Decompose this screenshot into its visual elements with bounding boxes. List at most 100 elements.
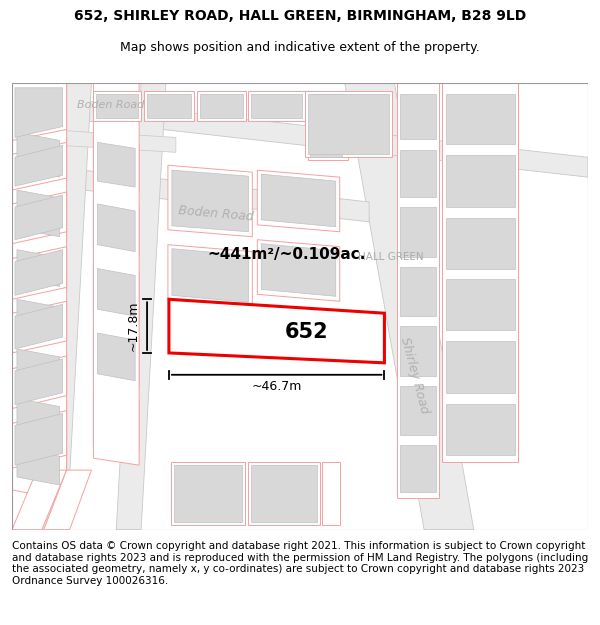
Polygon shape bbox=[400, 151, 436, 197]
Polygon shape bbox=[94, 138, 139, 192]
Polygon shape bbox=[446, 404, 515, 455]
Polygon shape bbox=[305, 91, 392, 158]
Polygon shape bbox=[12, 82, 67, 141]
Polygon shape bbox=[147, 94, 191, 118]
Polygon shape bbox=[97, 142, 135, 187]
Polygon shape bbox=[442, 91, 518, 148]
Polygon shape bbox=[12, 127, 176, 152]
Polygon shape bbox=[174, 465, 242, 522]
Polygon shape bbox=[397, 323, 439, 379]
Polygon shape bbox=[400, 266, 436, 316]
Polygon shape bbox=[442, 338, 518, 396]
Text: ~17.8m: ~17.8m bbox=[127, 301, 140, 351]
Polygon shape bbox=[97, 204, 135, 252]
Polygon shape bbox=[15, 195, 62, 240]
Polygon shape bbox=[197, 91, 247, 121]
Polygon shape bbox=[17, 132, 59, 177]
Polygon shape bbox=[344, 82, 474, 530]
Polygon shape bbox=[168, 244, 253, 306]
Polygon shape bbox=[400, 445, 436, 492]
Polygon shape bbox=[446, 94, 515, 144]
Polygon shape bbox=[397, 442, 439, 495]
Polygon shape bbox=[397, 264, 439, 319]
Polygon shape bbox=[446, 218, 515, 269]
Polygon shape bbox=[15, 88, 62, 138]
Polygon shape bbox=[442, 152, 518, 210]
Polygon shape bbox=[171, 462, 245, 525]
Polygon shape bbox=[97, 269, 135, 316]
Polygon shape bbox=[17, 349, 59, 386]
Polygon shape bbox=[94, 329, 139, 386]
Polygon shape bbox=[12, 192, 67, 244]
Text: ~441m²/~0.109ac.: ~441m²/~0.109ac. bbox=[208, 247, 366, 262]
Polygon shape bbox=[310, 94, 342, 158]
Polygon shape bbox=[17, 249, 59, 286]
Polygon shape bbox=[397, 382, 439, 438]
Polygon shape bbox=[308, 91, 347, 160]
Polygon shape bbox=[12, 82, 67, 500]
Polygon shape bbox=[200, 94, 244, 118]
Polygon shape bbox=[12, 142, 67, 190]
Polygon shape bbox=[172, 249, 248, 302]
Polygon shape bbox=[442, 276, 518, 333]
Polygon shape bbox=[15, 414, 62, 465]
Polygon shape bbox=[97, 94, 138, 118]
Polygon shape bbox=[442, 401, 518, 458]
Polygon shape bbox=[442, 215, 518, 271]
Polygon shape bbox=[144, 91, 194, 121]
Polygon shape bbox=[15, 304, 62, 349]
Polygon shape bbox=[261, 174, 336, 227]
Polygon shape bbox=[12, 247, 67, 299]
Polygon shape bbox=[17, 299, 59, 336]
Polygon shape bbox=[17, 190, 59, 237]
Polygon shape bbox=[15, 146, 62, 186]
Polygon shape bbox=[400, 94, 436, 139]
Polygon shape bbox=[400, 326, 436, 376]
Text: Boden Road: Boden Road bbox=[178, 204, 254, 224]
Polygon shape bbox=[15, 359, 62, 404]
Polygon shape bbox=[446, 341, 515, 392]
Polygon shape bbox=[251, 94, 302, 118]
Polygon shape bbox=[97, 333, 135, 381]
Polygon shape bbox=[12, 441, 67, 490]
Polygon shape bbox=[17, 399, 59, 436]
Polygon shape bbox=[12, 411, 67, 468]
Polygon shape bbox=[12, 301, 67, 353]
Polygon shape bbox=[397, 82, 439, 498]
Text: Map shows position and indicative extent of the property.: Map shows position and indicative extent… bbox=[120, 41, 480, 54]
Polygon shape bbox=[168, 165, 253, 237]
Polygon shape bbox=[397, 204, 439, 259]
Polygon shape bbox=[248, 462, 320, 525]
Polygon shape bbox=[12, 356, 67, 409]
Polygon shape bbox=[261, 244, 336, 296]
Polygon shape bbox=[42, 82, 91, 530]
Polygon shape bbox=[12, 162, 369, 222]
Polygon shape bbox=[94, 200, 139, 257]
Polygon shape bbox=[12, 470, 67, 530]
Polygon shape bbox=[15, 249, 62, 296]
Polygon shape bbox=[400, 386, 436, 436]
Polygon shape bbox=[12, 341, 67, 391]
Text: 652: 652 bbox=[284, 322, 328, 342]
Polygon shape bbox=[442, 82, 518, 462]
Text: ~46.7m: ~46.7m bbox=[251, 380, 302, 393]
Polygon shape bbox=[94, 264, 139, 321]
Polygon shape bbox=[12, 182, 67, 242]
Polygon shape bbox=[94, 82, 139, 465]
Polygon shape bbox=[44, 470, 91, 530]
Text: HALL GREEN: HALL GREEN bbox=[358, 252, 423, 262]
Polygon shape bbox=[12, 391, 67, 441]
Polygon shape bbox=[116, 82, 166, 530]
Polygon shape bbox=[12, 291, 67, 341]
Polygon shape bbox=[322, 462, 340, 525]
Text: Boden Road: Boden Road bbox=[77, 99, 144, 109]
Polygon shape bbox=[94, 394, 139, 450]
Polygon shape bbox=[400, 207, 436, 257]
Polygon shape bbox=[172, 170, 248, 232]
Polygon shape bbox=[169, 299, 385, 363]
Polygon shape bbox=[446, 279, 515, 330]
Text: 652, SHIRLEY ROAD, HALL GREEN, BIRMINGHAM, B28 9LD: 652, SHIRLEY ROAD, HALL GREEN, BIRMINGHA… bbox=[74, 9, 526, 23]
Polygon shape bbox=[12, 127, 67, 182]
Text: Shirley Road: Shirley Road bbox=[398, 336, 431, 416]
Polygon shape bbox=[257, 240, 340, 301]
